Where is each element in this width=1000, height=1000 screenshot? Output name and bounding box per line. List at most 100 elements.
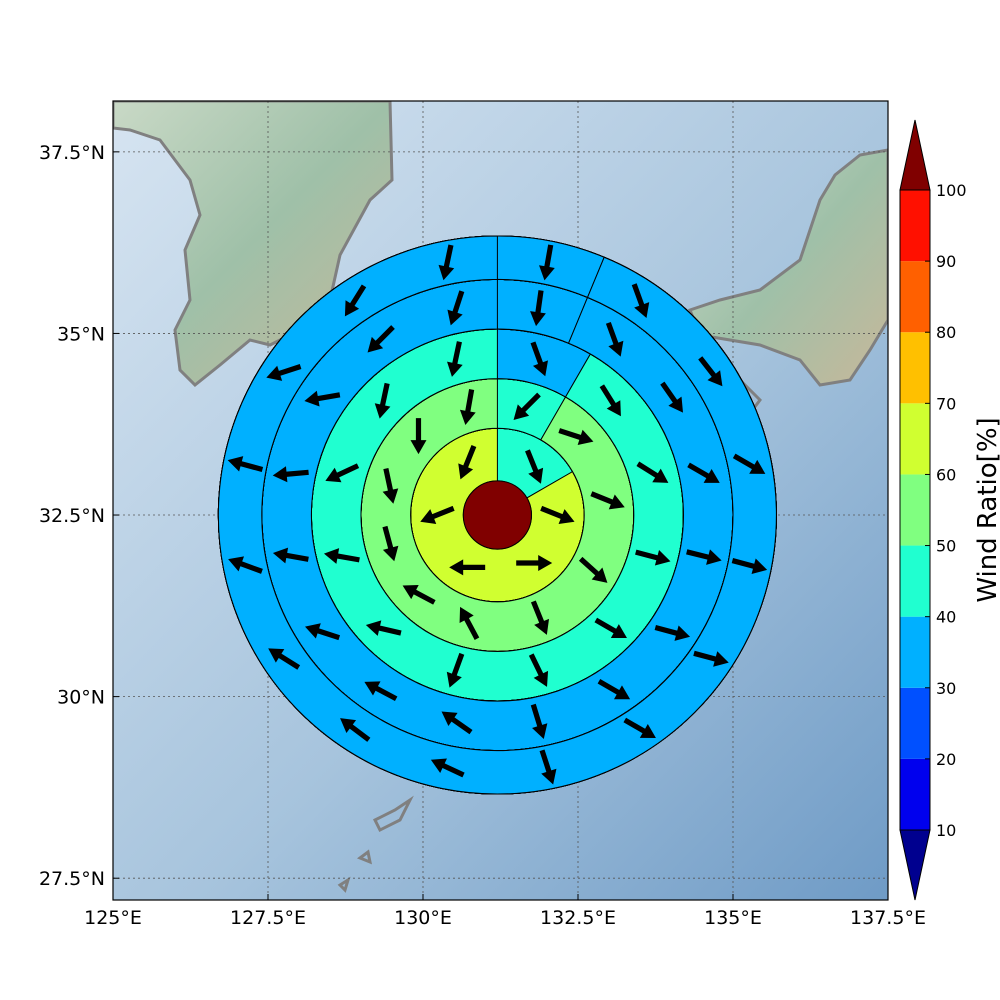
wind-arrow xyxy=(382,467,399,504)
wind-arrow xyxy=(654,624,691,641)
wind-arrow xyxy=(446,652,465,688)
wind-arrow xyxy=(513,392,541,420)
wind-arrow xyxy=(599,384,621,417)
colorbar-segment xyxy=(900,687,930,759)
wind-arrow xyxy=(578,556,608,583)
colorbar: 10 20 30 40 50 60 70 80 90 100 xyxy=(899,119,967,901)
wind-arrow xyxy=(402,584,436,605)
wind-arrow xyxy=(410,418,427,455)
wind-arrow xyxy=(325,463,360,483)
wind-arrow xyxy=(530,600,550,635)
wind-arrow xyxy=(539,749,557,785)
wind-arrow xyxy=(304,390,341,407)
wind-arrow xyxy=(525,449,544,484)
colorbar-tick-label: 70 xyxy=(936,394,956,413)
y-tick-label: 27.5°N xyxy=(39,868,105,890)
wind-arrow xyxy=(272,547,309,564)
wind-arrow xyxy=(272,466,309,483)
colorbar-extend-max xyxy=(899,119,931,191)
colorbar-tick-label: 30 xyxy=(936,679,956,698)
x-tick-label: 137.5°E xyxy=(850,907,926,929)
wind-arrow xyxy=(459,606,480,640)
colorbar-tick-label: 60 xyxy=(936,465,956,484)
wind-arrow xyxy=(344,284,367,317)
x-tick-label: 132.5°E xyxy=(540,907,616,929)
wind-arrow xyxy=(558,428,594,445)
wind-arrow xyxy=(449,559,486,576)
wind-arrow xyxy=(228,556,263,574)
colorbar-segment xyxy=(900,190,930,262)
colorbar-tick-label: 80 xyxy=(936,323,956,342)
map-frame xyxy=(112,100,889,901)
wind-arrow xyxy=(365,620,402,636)
wind-arrow xyxy=(530,341,549,377)
wind-arrow xyxy=(367,325,395,353)
wind-arrow xyxy=(693,650,729,667)
wind-arrow xyxy=(430,758,465,778)
center-disk xyxy=(462,480,532,550)
wind-arrow xyxy=(623,717,656,738)
y-tick-label: 37.5°N xyxy=(39,142,105,164)
colorbar-tick-label: 90 xyxy=(936,252,956,271)
colorbar-segment xyxy=(900,616,930,688)
y-tick-label: 32.5°N xyxy=(39,505,105,527)
wind-ratio-sectors xyxy=(217,235,777,795)
wind-arrow xyxy=(323,548,360,564)
wind-arrow xyxy=(447,341,463,377)
x-tick-label: 135°E xyxy=(704,907,762,929)
colorbar-segment xyxy=(900,332,930,404)
wind-arrow xyxy=(631,283,650,319)
wind-arrow xyxy=(698,356,723,387)
wind-arrow xyxy=(686,549,722,565)
wind-arrow xyxy=(447,290,465,326)
wind-arrow xyxy=(530,290,546,327)
wind-arrow xyxy=(340,718,371,742)
colorbar-tick-label: 40 xyxy=(936,608,956,627)
x-tick-label: 127.5°E xyxy=(230,907,306,929)
y-tick-label: 35°N xyxy=(57,323,105,345)
wind-arrow xyxy=(731,558,768,574)
wind-arrow xyxy=(590,491,625,510)
y-tick-label: 30°N xyxy=(57,687,105,709)
y-axis-ticks: 27.5°N 30°N 32.5°N 35°N 37.5°N xyxy=(39,142,119,890)
colorbar-label: Wind Ratio[%] xyxy=(973,417,1000,602)
x-tick-label: 125°E xyxy=(84,907,142,929)
wind-arrow xyxy=(597,679,631,700)
wind-arrow xyxy=(687,462,720,483)
wind-arrow xyxy=(268,648,301,670)
wind-arrow xyxy=(459,389,476,425)
wind-arrow xyxy=(364,681,398,702)
colorbar-frame xyxy=(899,189,931,831)
x-tick-label: 130°E xyxy=(394,907,452,929)
wind-arrow xyxy=(594,617,627,639)
wind-arrow xyxy=(660,381,683,413)
wind-arrow xyxy=(528,653,549,687)
wind-arrow xyxy=(227,456,264,473)
colorbar-segment xyxy=(900,474,930,546)
wind-arrow xyxy=(441,711,473,735)
wind-arrow xyxy=(635,549,671,566)
colorbar-extend-min xyxy=(899,829,931,901)
wind-arrow xyxy=(382,525,399,562)
x-axis-ticks: 125°E 127.5°E 130°E 132.5°E 135°E 137.5°E xyxy=(84,894,926,929)
wind-arrow xyxy=(530,703,548,739)
colorbar-tick-label: 20 xyxy=(936,750,956,769)
wind-arrow xyxy=(605,321,624,357)
wind-arrow xyxy=(732,453,766,474)
wind-arrow xyxy=(539,244,555,281)
wind-arrow xyxy=(305,623,341,641)
colorbar-tick-label: 100 xyxy=(936,181,967,200)
colorbar-segment xyxy=(900,758,930,830)
wind-arrow xyxy=(540,505,575,524)
korea-landmass xyxy=(113,101,394,388)
wind-arrows xyxy=(227,244,768,785)
wind-arrow xyxy=(516,554,553,571)
wind-arrow xyxy=(438,244,455,281)
colorbar-tick-label: 50 xyxy=(936,537,956,556)
colorbar-tick-label: 10 xyxy=(936,821,956,840)
wind-arrow xyxy=(374,382,391,419)
wind-arrow xyxy=(458,445,477,480)
wind-arrow xyxy=(420,505,455,524)
ring-5-sector xyxy=(217,235,777,795)
